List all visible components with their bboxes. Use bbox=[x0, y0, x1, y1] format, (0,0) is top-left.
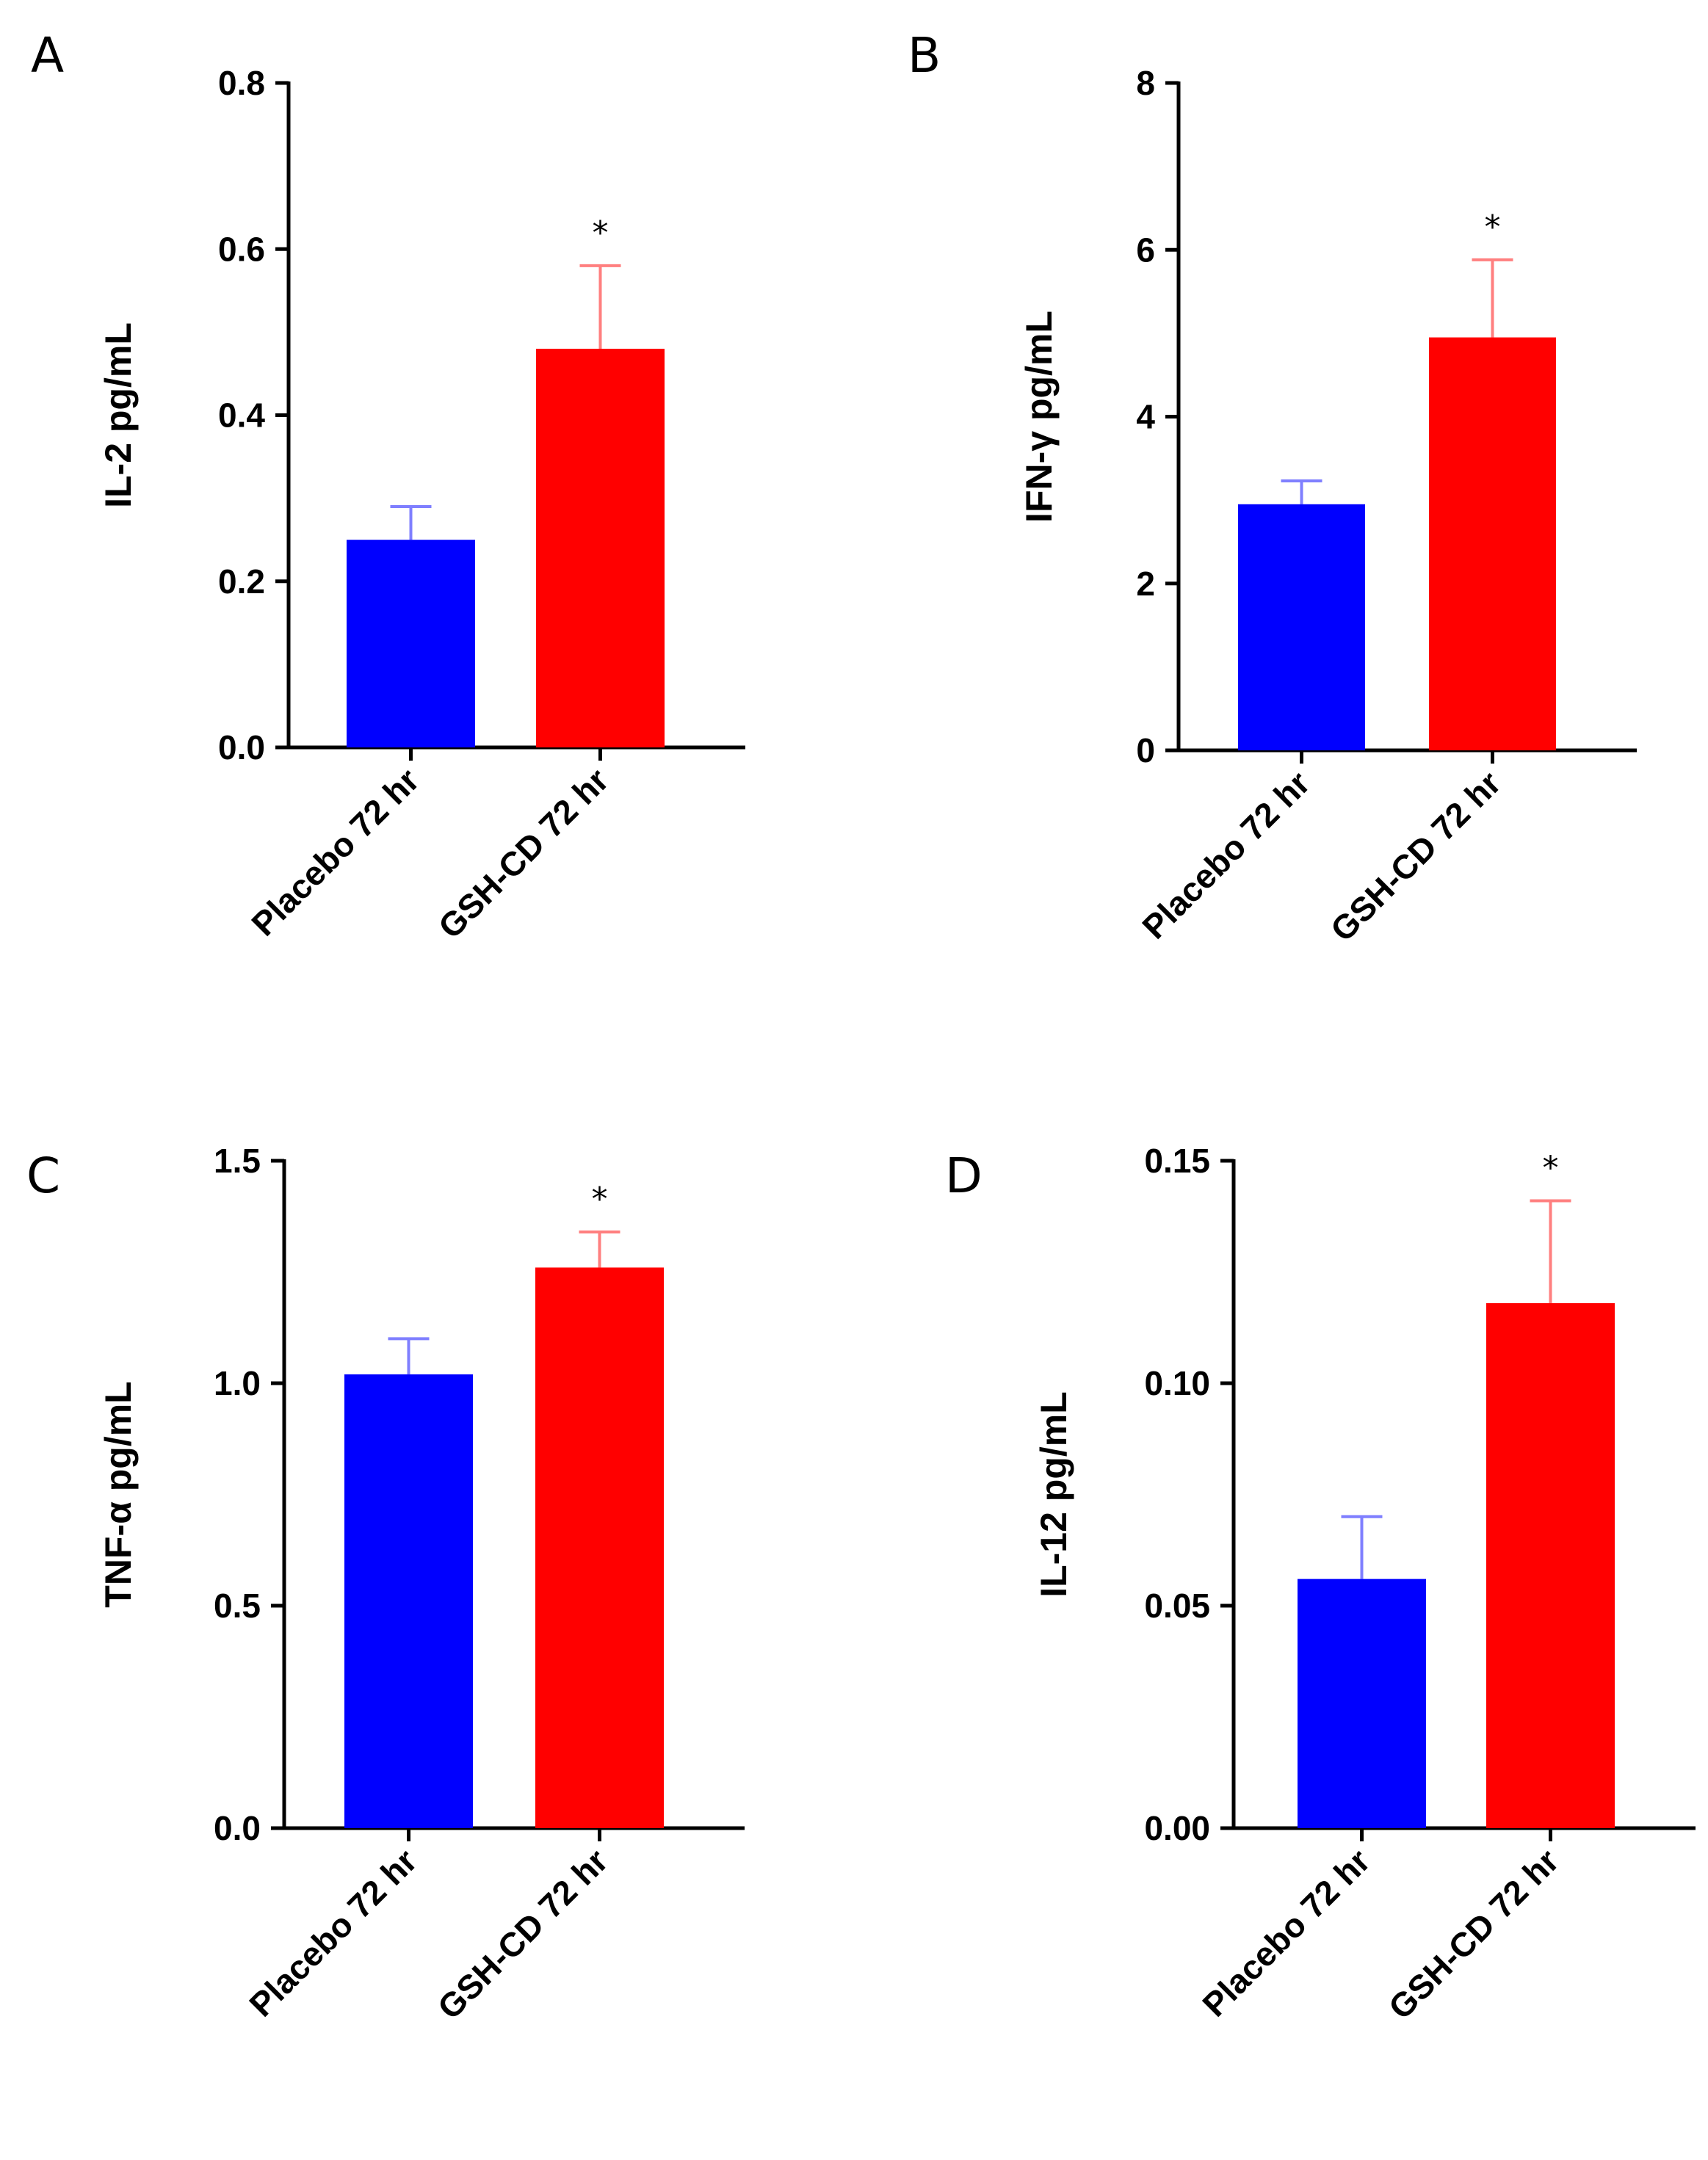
y-tick-label: 0.6 bbox=[218, 230, 265, 268]
x-category-label: Placebo 72 hr bbox=[1195, 1841, 1377, 2023]
panel-letter: B bbox=[908, 27, 941, 84]
y-tick-label: 0.05 bbox=[1144, 1587, 1210, 1625]
bar-placebo bbox=[1298, 1579, 1426, 1828]
y-tick-label: 0.0 bbox=[214, 1809, 261, 1847]
significance-mark: * bbox=[592, 1181, 608, 1218]
y-tick-label: 0.15 bbox=[1144, 1142, 1210, 1180]
panel-d: D IL-12 pg/mL 0.00 0.05 0.10 0.15 Placebo 72 h… bbox=[945, 1142, 1696, 2026]
significance-mark: * bbox=[1543, 1150, 1559, 1187]
x-category-label: GSH-CD 72 hr bbox=[431, 761, 616, 946]
bar-gsh-cd bbox=[535, 1267, 664, 1828]
y-tick-label: 0.0 bbox=[218, 728, 265, 766]
y-tick-label: 0.8 bbox=[218, 64, 265, 102]
y-axis-title: IFN-γ pg/mL bbox=[1018, 311, 1060, 523]
x-category-label: Placebo 72 hr bbox=[1135, 764, 1317, 946]
x-category-label: GSH-CD 72 hr bbox=[1323, 764, 1508, 949]
x-category-label: GSH-CD 72 hr bbox=[430, 1841, 615, 2026]
panel-letter: A bbox=[31, 27, 64, 84]
significance-mark: * bbox=[593, 214, 609, 252]
bar-placebo bbox=[344, 1374, 473, 1828]
bar-gsh-cd bbox=[536, 349, 665, 747]
y-tick-label: 0.5 bbox=[214, 1587, 261, 1625]
y-tick-label: 0.2 bbox=[218, 562, 265, 601]
y-tick-label: 1.5 bbox=[214, 1142, 261, 1180]
y-tick-label: 4 bbox=[1136, 398, 1155, 436]
panel-b: B IFN-γ pg/mL 0 2 4 6 8 Placebo 72 hr GSH-CD 72 … bbox=[908, 27, 1637, 949]
y-axis-title: IL-12 pg/mL bbox=[1033, 1391, 1074, 1598]
y-tick-label: 8 bbox=[1136, 64, 1155, 102]
y-tick-label: 2 bbox=[1136, 565, 1155, 603]
y-tick-label: 1.0 bbox=[214, 1364, 261, 1402]
x-category-label: Placebo 72 hr bbox=[244, 761, 426, 943]
panel-a: A IL-2 pg/mL 0.0 0.2 0.4 0.6 0.8 Placebo 72 hr G… bbox=[31, 27, 745, 946]
significance-mark: * bbox=[1485, 209, 1501, 246]
panel-letter: D bbox=[945, 1148, 983, 1204]
panel-c: C TNF-α pg/mL 0.0 0.5 1.0 1.5 Placebo 72 hr GSH… bbox=[26, 1142, 745, 2026]
x-category-label: GSH-CD 72 hr bbox=[1381, 1841, 1566, 2026]
y-tick-label: 0.10 bbox=[1144, 1364, 1210, 1402]
y-axis-title: TNF-α pg/mL bbox=[98, 1381, 139, 1607]
bar-placebo bbox=[1238, 504, 1365, 750]
panel-letter: C bbox=[26, 1148, 60, 1204]
bar-gsh-cd bbox=[1486, 1302, 1615, 1828]
y-tick-label: 6 bbox=[1136, 231, 1155, 269]
y-axis-title: IL-2 pg/mL bbox=[98, 322, 139, 508]
bar-gsh-cd bbox=[1429, 337, 1556, 750]
y-tick-label: 0.4 bbox=[218, 396, 265, 435]
y-tick-label: 0 bbox=[1136, 731, 1155, 769]
x-category-label: Placebo 72 hr bbox=[242, 1841, 424, 2023]
bar-placebo bbox=[347, 540, 475, 747]
y-tick-label: 0.00 bbox=[1144, 1809, 1210, 1847]
